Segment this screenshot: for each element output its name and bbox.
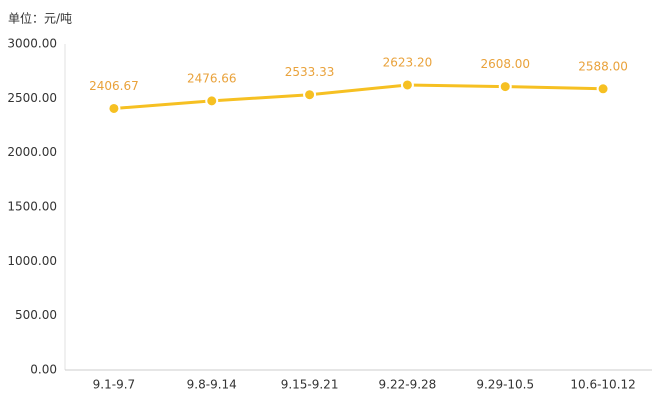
line <box>113 83 604 110</box>
value-label: 2406.67 <box>89 79 139 93</box>
marker <box>205 94 219 108</box>
x-tick-label: 9.1-9.7 <box>93 378 136 392</box>
y-tick-label: 2000.00 <box>7 145 57 159</box>
marker <box>400 78 414 92</box>
x-tick-label: 9.8-9.14 <box>187 378 237 392</box>
unit-label: 单位：元/吨 <box>8 11 72 26</box>
marker <box>107 101 121 115</box>
marker <box>303 88 317 102</box>
value-label: 2533.33 <box>285 65 335 79</box>
x-tick-label: 9.22-9.28 <box>379 378 437 392</box>
marker <box>596 82 610 96</box>
x-tick-label: 9.15-9.21 <box>281 378 339 392</box>
y-tick-label: 2500.00 <box>7 91 57 105</box>
value-label: 2608.00 <box>480 57 530 71</box>
y-tick-label: 1500.00 <box>7 200 57 214</box>
x-tick-label: 10.6-10.12 <box>570 378 635 392</box>
y-tick-label: 500.00 <box>15 308 57 322</box>
y-tick-label: 3000.00 <box>7 37 57 51</box>
value-label: 2623.20 <box>383 55 433 69</box>
x-tick-label: 9.29-10.5 <box>476 378 534 392</box>
y-tick-label: 1000.00 <box>7 254 57 268</box>
value-label: 2588.00 <box>578 59 628 73</box>
value-label: 2476.66 <box>187 71 237 85</box>
y-tick-label: 0.00 <box>30 363 57 377</box>
marker <box>498 80 512 94</box>
